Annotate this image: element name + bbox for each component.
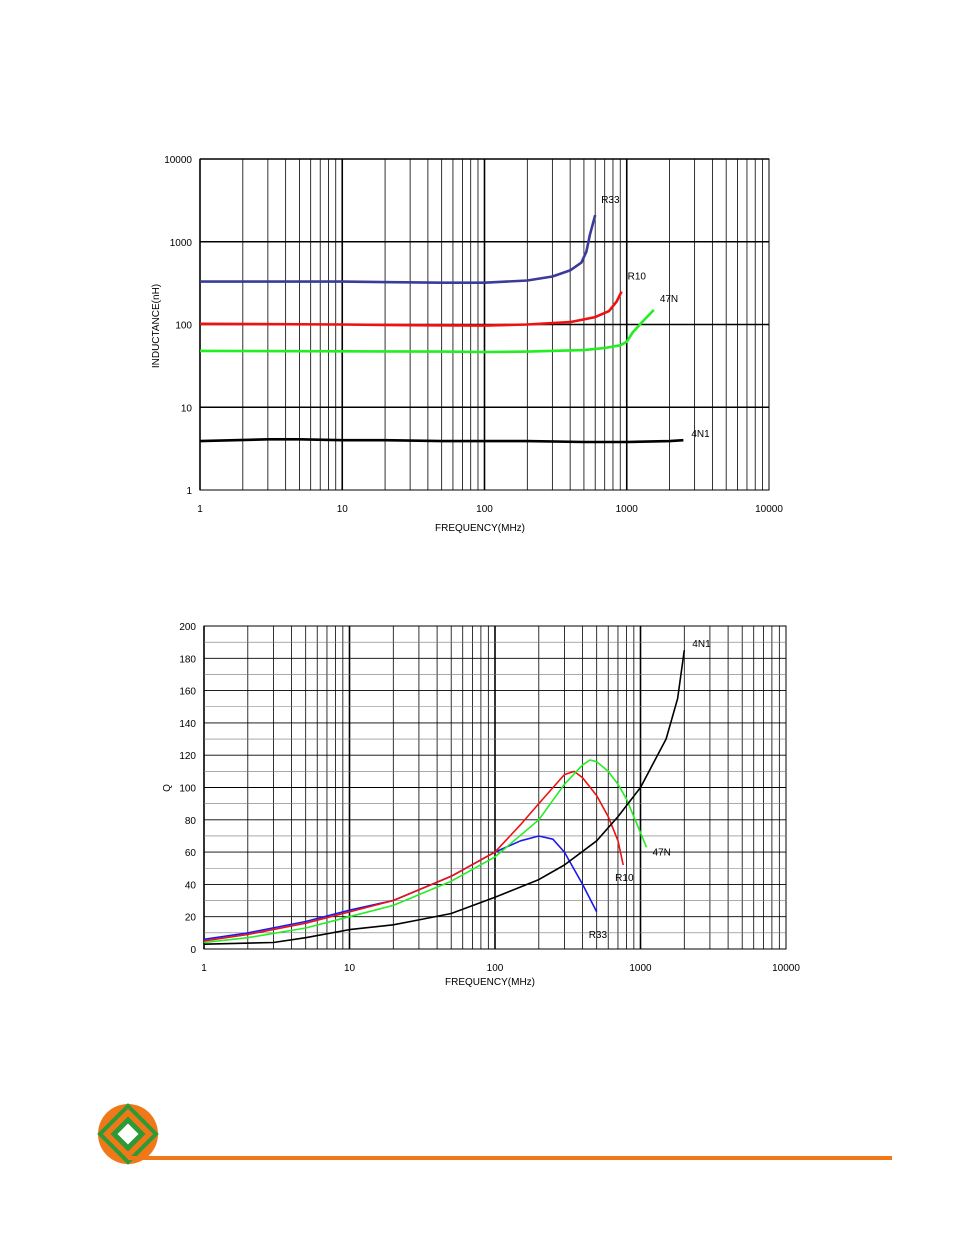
y-axis-label: INDUCTANCE(nH) bbox=[151, 284, 162, 368]
series-line-r10 bbox=[199, 291, 623, 327]
y-tick-label: 1000 bbox=[170, 238, 193, 249]
x-tick-label: 1000 bbox=[629, 963, 652, 974]
footer-rule bbox=[128, 1156, 892, 1160]
y-tick-label: 1 bbox=[186, 486, 192, 497]
series-label-4n1: 4N1 bbox=[692, 639, 711, 650]
y-axis-label: Q bbox=[162, 784, 173, 792]
y-tick-label: 120 bbox=[179, 751, 196, 762]
series-line-4n1 bbox=[203, 650, 686, 945]
x-tick-label: 10 bbox=[344, 963, 356, 974]
series-line-47n bbox=[203, 759, 648, 944]
series-line-47n bbox=[199, 308, 655, 354]
x-tick-label: 10000 bbox=[755, 504, 783, 515]
x-axis-label: FREQUENCY(MHz) bbox=[435, 523, 525, 534]
y-tick-label: 200 bbox=[179, 622, 196, 633]
series-line-r33 bbox=[200, 214, 597, 285]
y-tick-label: 10000 bbox=[164, 155, 192, 166]
x-axis-label: FREQUENCY(MHz) bbox=[445, 977, 535, 988]
series-line-r10 bbox=[203, 770, 624, 942]
y-tick-label: 160 bbox=[179, 687, 196, 698]
x-tick-label: 10000 bbox=[772, 963, 800, 974]
company-logo-icon bbox=[97, 1103, 159, 1165]
series-line-4n1 bbox=[199, 437, 684, 444]
y-tick-label: 180 bbox=[179, 654, 196, 665]
inductance-chart: 1 10 100 1000 10000 1 10 100 1000 10000 R33 R10 47N… bbox=[151, 155, 783, 534]
y-tick-label: 100 bbox=[179, 784, 196, 795]
y-tick-label: 40 bbox=[185, 880, 197, 891]
x-tick-label: 1 bbox=[197, 504, 203, 515]
x-tick-label: 100 bbox=[487, 963, 504, 974]
x-tick-label: 100 bbox=[476, 504, 493, 515]
y-tick-label: 140 bbox=[179, 719, 196, 730]
y-tick-label: 100 bbox=[175, 321, 192, 332]
y-tick-label: 20 bbox=[185, 913, 197, 924]
q-factor-chart: 1 10 100 1000 10000 0 20 40 60 80 100 120 140 160 180 2… bbox=[162, 622, 800, 988]
x-tick-label: 1 bbox=[201, 963, 207, 974]
series-label-r10: R10 bbox=[628, 272, 647, 283]
series-label-r33: R33 bbox=[601, 195, 620, 206]
series-label-4n1: 4N1 bbox=[691, 429, 710, 440]
y-tick-label: 60 bbox=[185, 848, 197, 859]
series-label-47n: 47N bbox=[653, 847, 671, 858]
x-tick-label: 1000 bbox=[616, 504, 639, 515]
series-label-r33: R33 bbox=[589, 930, 608, 941]
x-tick-label: 10 bbox=[337, 504, 349, 515]
y-tick-label: 0 bbox=[190, 945, 196, 956]
y-tick-label: 10 bbox=[181, 403, 193, 414]
y-tick-label: 80 bbox=[185, 816, 197, 827]
series-label-47n: 47N bbox=[660, 294, 678, 305]
series-label-r10: R10 bbox=[615, 873, 634, 884]
